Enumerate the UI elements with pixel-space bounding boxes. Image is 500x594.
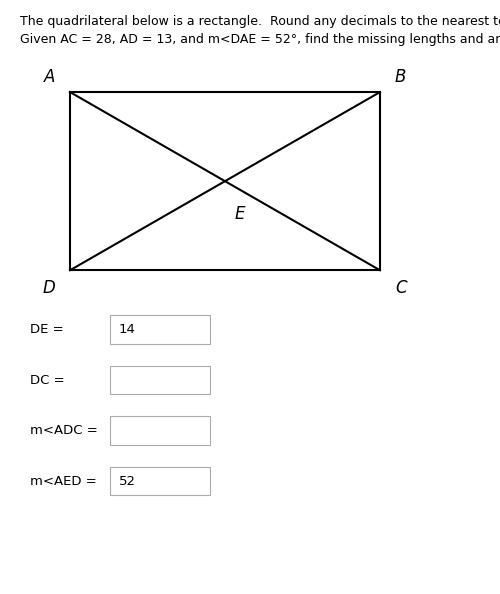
Text: A: A xyxy=(44,68,55,86)
Text: DC =: DC = xyxy=(30,374,64,387)
Text: DE =: DE = xyxy=(30,323,64,336)
FancyBboxPatch shape xyxy=(110,467,210,495)
FancyBboxPatch shape xyxy=(110,416,210,445)
Text: 52: 52 xyxy=(119,475,136,488)
FancyBboxPatch shape xyxy=(110,366,210,394)
Text: 14: 14 xyxy=(119,323,136,336)
Text: m<AED =: m<AED = xyxy=(30,475,97,488)
Text: E: E xyxy=(235,205,246,223)
Text: Given AC = 28, AD = 13, and m<DAE = 52°, find the missing lengths and angles bel: Given AC = 28, AD = 13, and m<DAE = 52°,… xyxy=(20,33,500,46)
Text: m<ADC =: m<ADC = xyxy=(30,424,98,437)
Text: The quadrilateral below is a rectangle.  Round any decimals to the nearest tenth: The quadrilateral below is a rectangle. … xyxy=(20,15,500,28)
Text: D: D xyxy=(42,279,55,297)
FancyBboxPatch shape xyxy=(110,315,210,344)
Text: B: B xyxy=(395,68,406,86)
Text: C: C xyxy=(395,279,406,297)
